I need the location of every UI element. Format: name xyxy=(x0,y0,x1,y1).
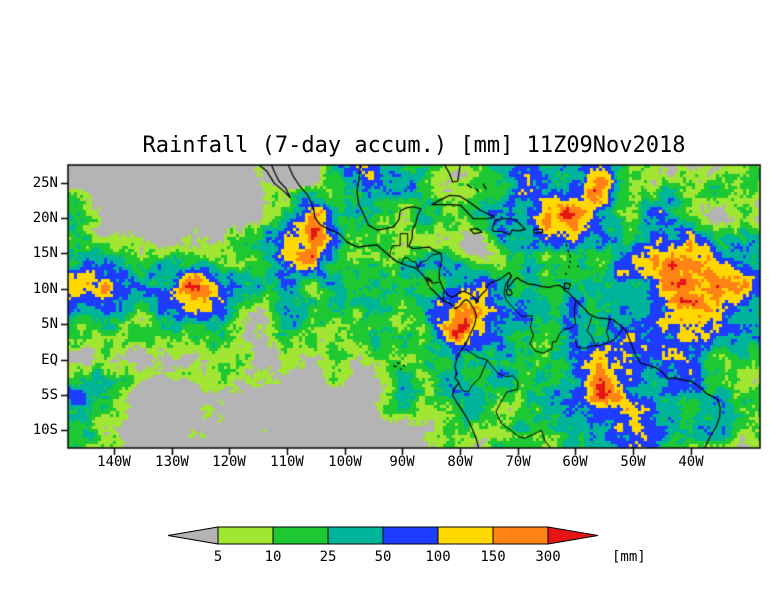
legend-label-150: 150 xyxy=(480,549,506,565)
y-axis-label-25n: 25N xyxy=(32,175,58,191)
y-axis-label-10n: 10N xyxy=(32,281,58,297)
legend-label-25: 25 xyxy=(319,549,337,565)
x-axis-label-70w: 70W xyxy=(505,454,531,470)
legend-label-50: 50 xyxy=(374,549,392,565)
legend-arrow-above-max xyxy=(547,526,599,545)
y-axis-label-20n: 20N xyxy=(32,210,58,226)
y-axis-label-5n: 5N xyxy=(41,316,58,332)
legend-segment-10-25 xyxy=(272,526,329,545)
y-axis-label-eq: EQ xyxy=(41,352,58,368)
legend-segment-5-10 xyxy=(217,526,274,545)
legend-unit-label: [mm] xyxy=(612,549,646,565)
chart-title: Rainfall (7-day accum.) [mm] 11Z09Nov201… xyxy=(142,133,686,158)
x-axis-label-80w: 80W xyxy=(447,454,473,470)
legend-label-100: 100 xyxy=(425,549,451,565)
legend-segment-50-100 xyxy=(382,526,439,545)
x-axis-label-40w: 40W xyxy=(678,454,704,470)
x-axis-label-100w: 100W xyxy=(328,454,362,470)
legend-segment-150-300 xyxy=(492,526,549,545)
x-axis-label-130w: 130W xyxy=(155,454,189,470)
legend-label-5: 5 xyxy=(213,549,223,565)
x-axis-label-120w: 120W xyxy=(212,454,246,470)
legend-segment-25-50 xyxy=(327,526,384,545)
legend-arrow-below-min xyxy=(167,526,219,545)
legend-label-300: 300 xyxy=(535,549,561,565)
legend-label-10: 10 xyxy=(264,549,282,565)
x-axis-label-60w: 60W xyxy=(562,454,588,470)
y-axis-label-10s: 10S xyxy=(32,422,58,438)
legend-colorbar xyxy=(167,526,599,545)
x-axis-label-90w: 90W xyxy=(389,454,415,470)
x-axis-label-50w: 50W xyxy=(620,454,646,470)
x-axis-label-110w: 110W xyxy=(270,454,304,470)
y-axis-label-5s: 5S xyxy=(41,387,58,403)
legend-segment-100-150 xyxy=(437,526,494,545)
y-axis-label-15n: 15N xyxy=(32,245,58,261)
x-axis-label-140w: 140W xyxy=(97,454,131,470)
